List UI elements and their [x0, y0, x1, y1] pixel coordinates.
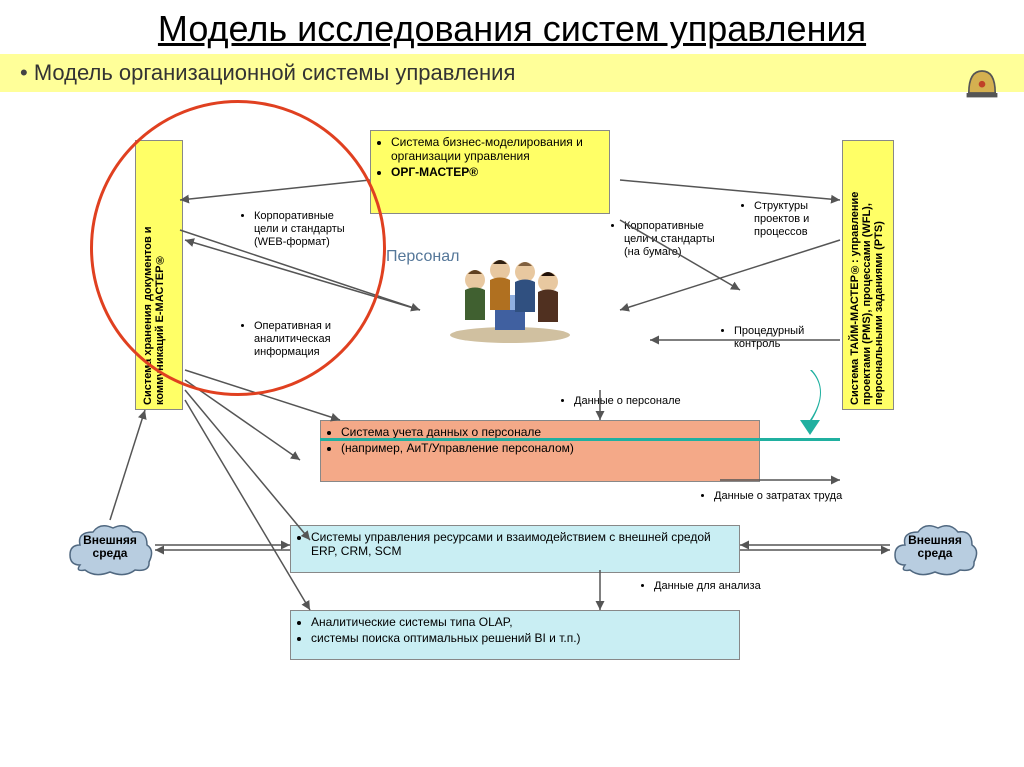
label-proc-control: Процедурный контроль: [720, 325, 820, 351]
label-corp-goals-paper: Корпоративные цели и стандарты (на бумаг…: [610, 220, 720, 260]
box-erp: Системы управления ресурсами и взаимодей…: [290, 525, 740, 573]
cloud-right: Внешняя среда: [890, 520, 980, 580]
cloud-left-text: Внешняя среда: [65, 520, 155, 560]
cloud-right-text: Внешняя среда: [890, 520, 980, 560]
olap-line1: Аналитические системы типа OLAP,: [311, 615, 733, 629]
label-project-struct: Структуры проектов и процессов: [740, 200, 820, 240]
box-org-master: Система бизнес-моделирования и организац…: [370, 130, 610, 214]
box-time-master: Система ТАЙМ-МАСТЕР®: управление проекта…: [842, 140, 894, 410]
people-illustration: [440, 240, 580, 350]
slide-subtitle: Модель организационной системы управлени…: [0, 54, 1024, 92]
bell-icon: [960, 60, 1004, 104]
label-personnel-data: Данные о персонале: [560, 395, 720, 408]
label-corp-goals-web: Корпоративные цели и стандарты (WEB-форм…: [240, 210, 350, 250]
box-e-master: Система хранения документов и коммуникац…: [135, 140, 183, 410]
erp-text: Системы управления ресурсами и взаимодей…: [311, 530, 733, 558]
org-master-line2: ОРГ-МАСТЕР®: [391, 165, 603, 179]
org-master-line1: Система бизнес-моделирования и организац…: [391, 135, 603, 163]
olap-line2: системы поиска оптимальных решений BI и …: [311, 631, 733, 645]
personnel-sys-line2: (например, АиТ/Управление персоналом): [341, 441, 753, 455]
label-analysis-data: Данные для анализа: [640, 580, 800, 593]
slide-title: Модель исследования систем управления: [0, 0, 1024, 54]
diagram-area: Система хранения документов и коммуникац…: [0, 110, 1024, 760]
box-olap: Аналитические системы типа OLAP, системы…: [290, 610, 740, 660]
personnel-sys-line1: Система учета данных о персонале: [341, 425, 753, 439]
label-labor-costs: Данные о затратах труда: [700, 490, 860, 503]
box-time-master-text: Система ТАЙМ-МАСТЕР®: управление проекта…: [849, 145, 885, 405]
teal-line: [320, 438, 840, 441]
box-personnel-system: Система учета данных о персонале (наприм…: [320, 420, 760, 482]
box-e-master-text: Система хранения документов и коммуникац…: [142, 145, 166, 405]
cloud-left: Внешняя среда: [65, 520, 155, 580]
label-oper-info: Оперативная и аналитическая информация: [240, 320, 350, 360]
